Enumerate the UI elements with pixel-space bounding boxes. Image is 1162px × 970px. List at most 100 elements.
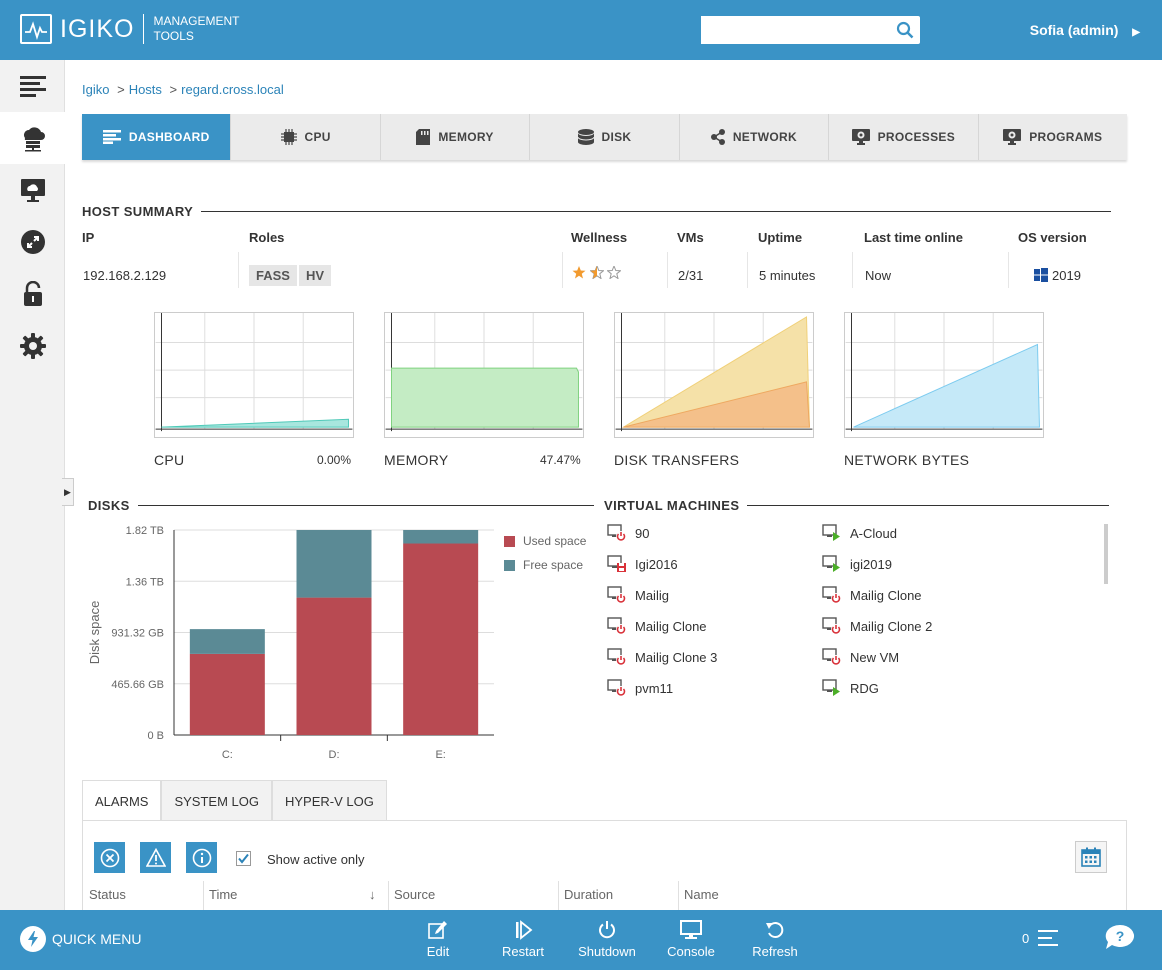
vm-item[interactable]: A-Cloud: [822, 524, 897, 542]
help-icon[interactable]: ?: [1104, 923, 1136, 951]
logo[interactable]: IGIKO MANAGEMENT TOOLS: [20, 14, 239, 44]
sidebar-item-settings[interactable]: [0, 320, 65, 372]
dashboard-icon: [102, 130, 121, 144]
tab-label: MEMORY: [438, 130, 494, 144]
sidebar-item-security[interactable]: [0, 268, 65, 320]
vm-off-icon: [607, 586, 626, 603]
restart-button[interactable]: Restart: [488, 920, 558, 959]
tab-system-log[interactable]: SYSTEM LOG: [161, 780, 272, 821]
vm-off-icon: [607, 617, 626, 634]
search-input[interactable]: [701, 16, 891, 44]
breadcrumb-igiko[interactable]: Igiko: [82, 82, 110, 97]
sidebar-item-vms[interactable]: [0, 164, 65, 216]
cpu-chart-value: 0.00%: [317, 453, 352, 467]
vm-off-icon: [822, 617, 841, 634]
sidebar-item-menu[interactable]: [0, 60, 65, 112]
vm-item[interactable]: Mailig Clone: [822, 586, 922, 604]
wellness-stars: [572, 264, 623, 282]
search-box: [701, 16, 920, 44]
tab-dashboard[interactable]: DASHBOARD: [82, 114, 232, 160]
memory-chart-value: 47.47%: [540, 453, 581, 467]
sidebar-item-remote[interactable]: [0, 216, 65, 268]
tab-alarms[interactable]: ALARMS: [82, 780, 162, 821]
action-label: Shutdown: [578, 944, 636, 959]
tab-programs[interactable]: PROGRAMS: [979, 114, 1127, 160]
vm-item[interactable]: Mailig Clone 3: [607, 648, 717, 666]
column-status[interactable]: Status: [89, 887, 126, 902]
svg-text:?: ?: [1116, 928, 1125, 944]
tab-processes[interactable]: PROCESSES: [829, 114, 979, 160]
uptime-value: 5 minutes: [759, 268, 816, 283]
search-icon[interactable]: [896, 21, 914, 39]
section-divider: [137, 505, 594, 506]
alarms-panel: Show active only Status Time ↓ Source Du…: [82, 820, 1127, 911]
column-duration[interactable]: Duration: [564, 887, 614, 902]
user-menu[interactable]: Sofia (admin) ▶: [1030, 22, 1140, 38]
cpu-chart: [154, 312, 354, 438]
vm-item[interactable]: 90: [607, 524, 649, 542]
edit-button[interactable]: Edit: [403, 920, 473, 959]
column-divider: [1008, 252, 1009, 288]
vm-item[interactable]: Igi2016: [607, 555, 678, 573]
network-bytes-chart: [844, 312, 1044, 438]
logo-icon: [20, 14, 52, 44]
uptime-header: Uptime: [758, 230, 803, 245]
info-icon: [192, 848, 211, 867]
tab-cpu[interactable]: CPU: [231, 114, 381, 160]
vm-item[interactable]: Mailig Clone 2: [822, 617, 932, 635]
sort-arrow-icon[interactable]: ↓: [369, 887, 376, 902]
restart-icon: [516, 920, 533, 940]
breadcrumb-hosts[interactable]: Hosts: [128, 82, 162, 97]
role-badge: FASS: [249, 265, 297, 286]
sidebar-item-hosts[interactable]: [0, 112, 65, 164]
vm-item[interactable]: igi2019: [822, 555, 892, 573]
logo-subtitle-line1: MANAGEMENT: [153, 14, 240, 28]
vm-list-scrollbar[interactable]: [1104, 524, 1108, 584]
list-menu-icon[interactable]: [1038, 929, 1058, 947]
log-tabs: ALARMS SYSTEM LOG HYPER-V LOG: [82, 780, 387, 821]
calendar-button[interactable]: [1075, 841, 1107, 873]
logo-subtitle-line2: TOOLS: [153, 29, 194, 43]
wellness-header: Wellness: [571, 230, 628, 245]
column-source[interactable]: Source: [394, 887, 436, 902]
breadcrumb-host[interactable]: regard.cross.local: [181, 82, 284, 97]
shutdown-button[interactable]: Shutdown: [572, 920, 642, 959]
show-active-checkbox[interactable]: [236, 851, 251, 866]
power-icon: [599, 921, 615, 939]
tab-label: NETWORK: [732, 130, 797, 144]
column-divider: [667, 252, 668, 288]
tab-label: DISK: [601, 130, 632, 144]
star-icon: [572, 266, 586, 279]
column-divider: [678, 881, 679, 911]
vm-item[interactable]: RDG: [822, 679, 879, 697]
filter-warnings-button[interactable]: [140, 842, 171, 873]
y-tick-label: 0 B: [147, 730, 164, 742]
vm-item[interactable]: Mailig: [607, 586, 669, 604]
section-divider: [201, 211, 1112, 212]
vm-item[interactable]: pvm11: [607, 679, 673, 697]
console-button[interactable]: Console: [656, 920, 726, 959]
free-space-bar: [189, 629, 265, 654]
os-value: 2019: [1034, 268, 1081, 283]
memory-chart-label: MEMORY: [384, 452, 449, 468]
vms-value: 2/31: [678, 268, 704, 283]
quick-menu-button[interactable]: QUICK MENU: [20, 926, 141, 952]
refresh-button[interactable]: Refresh: [740, 920, 810, 959]
sidebar-toggle[interactable]: ▶: [62, 478, 74, 506]
vm-item[interactable]: Mailig Clone: [607, 617, 707, 635]
vm-name: 90: [635, 525, 650, 541]
column-name[interactable]: Name: [684, 887, 719, 902]
vm-name: Mailig Clone 3: [635, 649, 718, 665]
roles-header: Roles: [249, 230, 285, 245]
filter-errors-button[interactable]: [94, 842, 125, 873]
user-name: Sofia (admin): [1029, 22, 1119, 38]
filter-info-button[interactable]: [186, 842, 217, 873]
tab-memory[interactable]: MEMORY: [381, 114, 531, 160]
tab-hyper-v-log[interactable]: HYPER-V LOG: [272, 780, 387, 821]
column-time[interactable]: Time: [209, 887, 238, 902]
tab-disk[interactable]: DISK: [530, 114, 680, 160]
vm-name: Mailig Clone 2: [850, 618, 933, 634]
vm-saved-icon: [607, 555, 626, 572]
vm-item[interactable]: New VM: [822, 648, 899, 666]
tab-network[interactable]: NETWORK: [680, 114, 830, 160]
